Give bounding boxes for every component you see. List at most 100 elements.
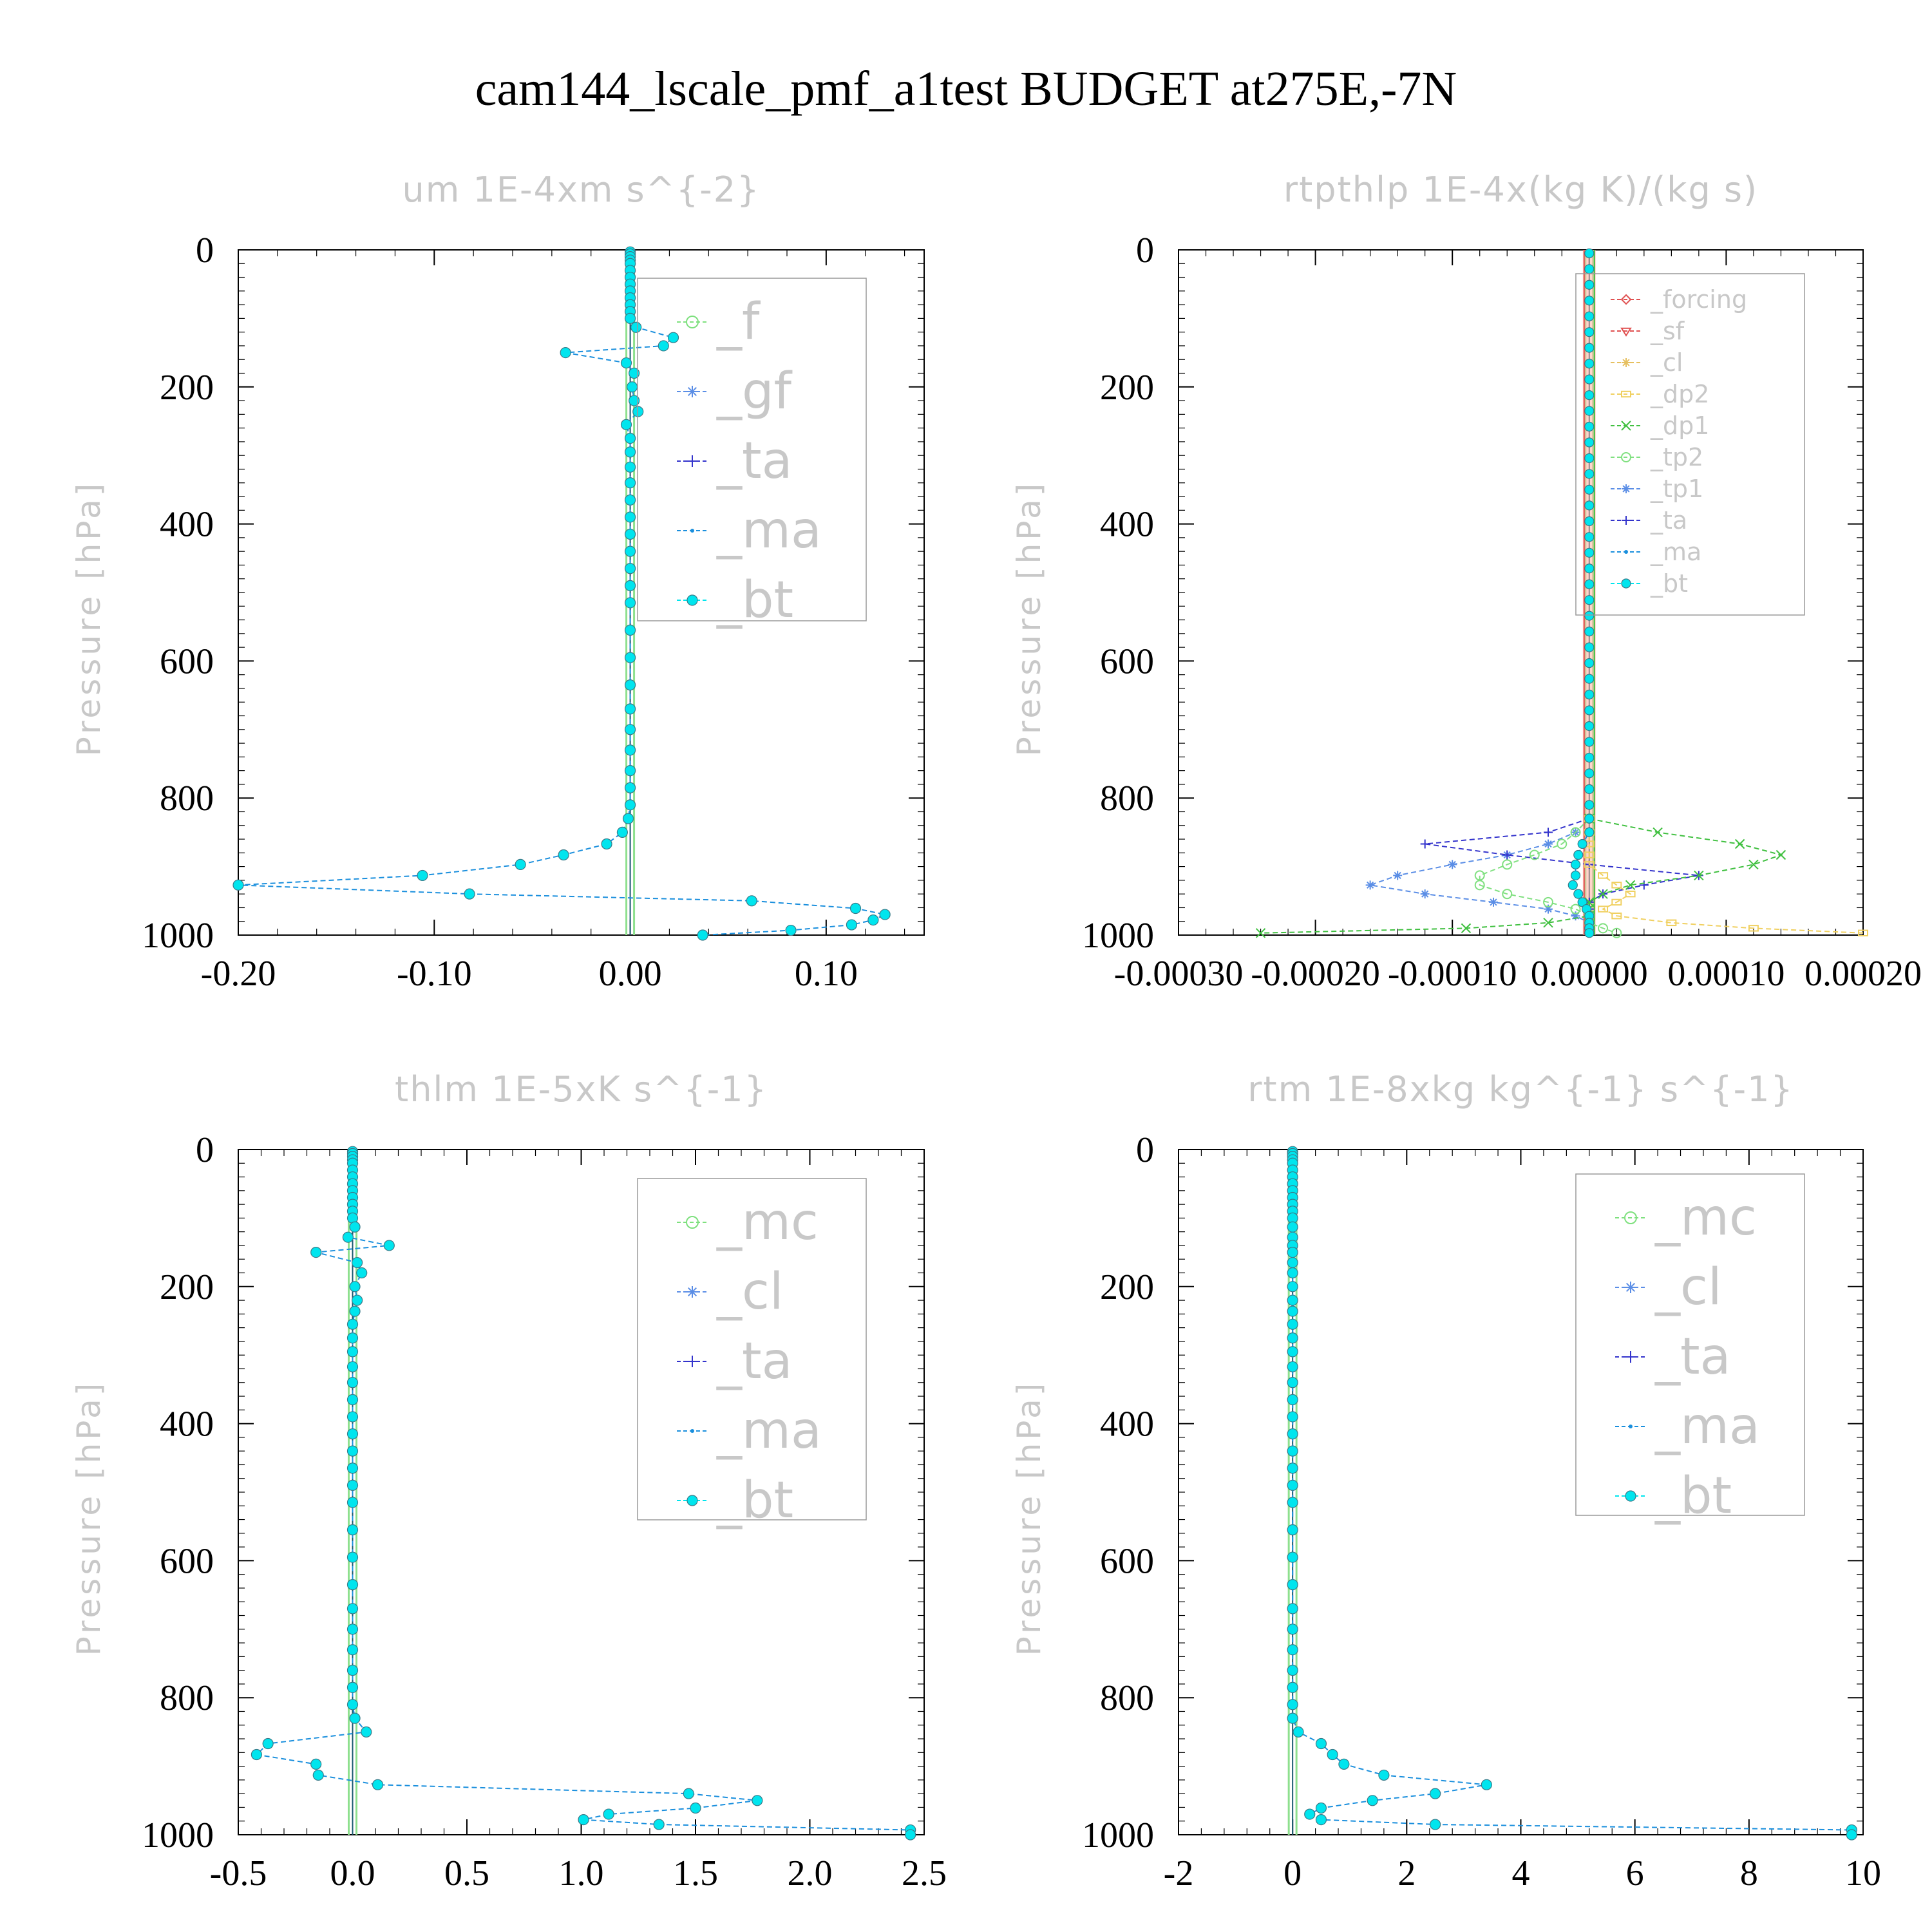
bt-point: [342, 1231, 354, 1243]
xtick-label: -0.5: [210, 1853, 267, 1893]
dp2-point: [1625, 890, 1636, 898]
bt-point: [1584, 642, 1595, 652]
plot-frame: [238, 249, 925, 936]
dp1-point: [1653, 827, 1663, 838]
bt-point: [624, 528, 636, 540]
dp2-point: [1621, 390, 1631, 398]
xtick-label: 0.00000: [1531, 954, 1648, 994]
tp2-point: [1611, 927, 1622, 938]
tp1-point: [1420, 889, 1430, 899]
legend-label: _sf: [1650, 317, 1685, 345]
dp2-point: [1598, 872, 1609, 879]
bt-point: [1315, 1738, 1327, 1750]
bt-point: [346, 1644, 359, 1656]
legend-label: _dp1: [1650, 412, 1709, 440]
bt-point: [620, 357, 632, 369]
xtick-label: 2: [1397, 1853, 1416, 1893]
panel-title: rtm 1E-8xkg kg^{-1} s^{-1}: [1247, 1069, 1794, 1110]
bt-point: [624, 545, 636, 557]
forcing-band: [1582, 250, 1596, 935]
ytick-label: 200: [1100, 368, 1154, 408]
dp2-point: [1611, 898, 1622, 906]
ytick-label: 800: [160, 1678, 214, 1718]
ytick-label: 800: [1100, 779, 1154, 819]
bt-point: [624, 312, 636, 324]
bt-point: [1846, 1829, 1857, 1841]
bt-point: [346, 1551, 359, 1563]
bt-point: [372, 1779, 384, 1790]
bt-point: [1584, 390, 1595, 401]
bt-point: [1584, 343, 1595, 353]
xtick-label: 0.00010: [1667, 954, 1785, 994]
bt-point: [620, 419, 632, 430]
tp1-point: [1622, 484, 1631, 493]
bt-point: [1584, 564, 1595, 574]
y-axis-label: Pressure [hPa]: [1010, 1380, 1048, 1656]
bt-point: [251, 1748, 262, 1761]
bt-point: [601, 838, 612, 850]
bt-point: [346, 1428, 359, 1440]
ytick-label: 600: [160, 1541, 214, 1581]
legend-box: [1575, 273, 1805, 616]
legend-label: _gf: [716, 363, 793, 421]
dp2-point: [1611, 882, 1622, 889]
bt-point: [346, 1497, 359, 1508]
bt-point: [1584, 547, 1595, 558]
bt-point: [1584, 768, 1595, 779]
ytick-label: 1000: [142, 916, 214, 956]
bt-point: [1287, 1428, 1298, 1440]
legend-label: _bt: [716, 1472, 793, 1530]
bt-point: [1584, 705, 1595, 715]
tp1-point: [1488, 897, 1498, 907]
plot-frame: [1178, 249, 1864, 936]
ytick-label: 800: [1100, 1678, 1154, 1718]
legend-label: _cl: [716, 1263, 784, 1321]
sf-point: [1620, 327, 1632, 337]
bt-point: [624, 511, 636, 523]
bt-point: [1584, 311, 1595, 321]
bt-point: [1584, 264, 1595, 274]
tp2-point: [1529, 849, 1540, 860]
legend-label: _mc: [716, 1193, 819, 1251]
minor-ticks: [238, 1149, 925, 1835]
bt-point: [1287, 1624, 1298, 1635]
legend-label: _ta: [716, 1332, 792, 1390]
bt-point: [349, 1281, 361, 1293]
bt-point: [616, 826, 629, 838]
bt-point: [1570, 870, 1581, 881]
bt-point: [624, 765, 636, 777]
tp2-point: [1598, 923, 1609, 934]
bt-point: [356, 1267, 368, 1279]
ma-point: [1629, 1425, 1633, 1428]
bt-point: [624, 624, 636, 636]
bt-point: [653, 1819, 665, 1830]
bt-point: [690, 1802, 701, 1814]
dp1-point: [1748, 859, 1759, 870]
tp1-point: [1448, 860, 1457, 869]
dp2-point: [1748, 925, 1759, 932]
cl-point: [1625, 1282, 1636, 1293]
legend-label: _tp2: [1650, 443, 1703, 471]
bt-point: [1378, 1769, 1390, 1781]
bt-point: [1584, 374, 1595, 384]
bt-point: [1338, 1758, 1350, 1770]
legend-label: _cl: [1650, 348, 1683, 377]
xtick-label: 4: [1512, 1853, 1530, 1893]
ta-point: [1625, 1351, 1636, 1363]
bt-point: [346, 1332, 359, 1344]
bt-point: [346, 1411, 359, 1423]
bt-point: [346, 1699, 359, 1710]
bt-point: [1584, 327, 1595, 337]
xtick-label: 0: [1283, 1853, 1302, 1893]
ytick-label: 1000: [1082, 1815, 1154, 1855]
cl-point: [1622, 358, 1631, 367]
ytick-label: 200: [160, 1267, 214, 1307]
bt-point: [849, 902, 862, 914]
bt-point: [1327, 1748, 1338, 1761]
bt-point: [1315, 1814, 1327, 1826]
dp1-point: [1625, 880, 1636, 891]
ytick-label: 200: [160, 368, 214, 408]
bt-point: [1584, 800, 1595, 810]
legend-label: _bt: [1650, 569, 1688, 598]
bt-point: [346, 1524, 359, 1536]
